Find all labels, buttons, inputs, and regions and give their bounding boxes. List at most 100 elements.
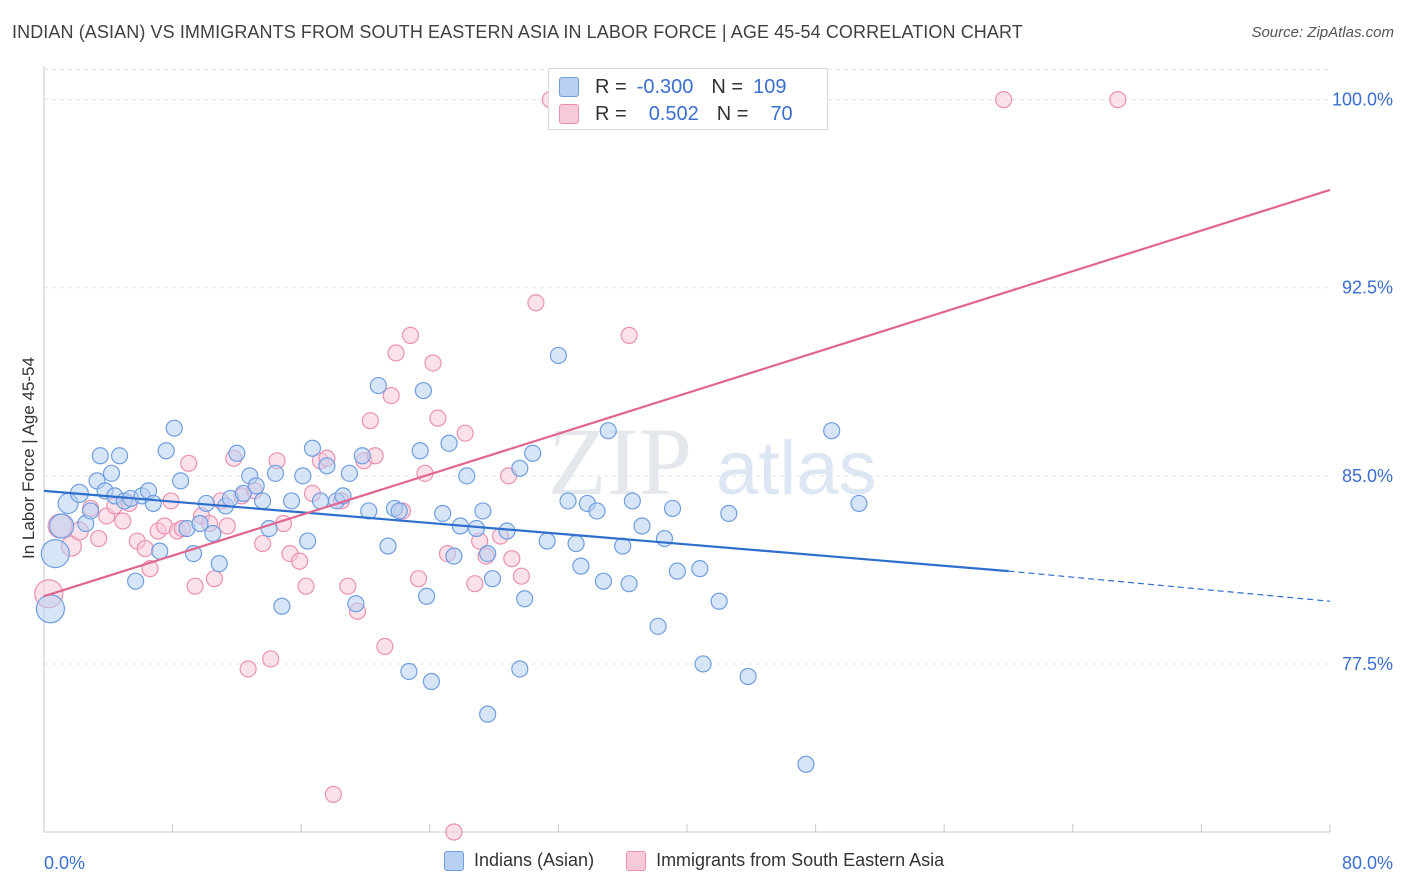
- immigrants-point: [90, 529, 108, 548]
- immigrants-point: [205, 570, 223, 588]
- indians-point: [82, 502, 100, 520]
- x-tick-label: 80.0%: [1342, 853, 1393, 873]
- indians-point: [347, 595, 365, 613]
- indians-point: [479, 705, 497, 723]
- indians-point: [49, 513, 75, 539]
- indians-point: [91, 447, 109, 465]
- source-label: Source: ZipAtlas.com: [1251, 24, 1394, 41]
- indians-point: [511, 660, 529, 678]
- immigrants-point: [995, 91, 1013, 109]
- immigrants-point: [180, 454, 198, 472]
- axes: [43, 66, 1331, 833]
- immigrants-point: [290, 552, 309, 570]
- indians-point: [411, 442, 429, 460]
- immigrants-point: [186, 577, 204, 595]
- indians-point: [254, 492, 272, 510]
- immigrants-point: [409, 570, 428, 588]
- indians-point: [165, 419, 183, 437]
- indians-point: [498, 522, 516, 540]
- indians-point: [467, 519, 486, 538]
- indians-point: [588, 502, 606, 520]
- indians-point: [303, 439, 322, 457]
- indians-point: [694, 655, 712, 673]
- legend-n-label: N =: [711, 75, 744, 98]
- immigrants-point: [1109, 91, 1127, 109]
- indians-point: [157, 442, 175, 460]
- indians-point: [210, 555, 228, 573]
- immigrants-point: [466, 575, 484, 593]
- legend-r-label: R =: [595, 75, 627, 98]
- indians-point: [191, 514, 209, 533]
- indians-point: [422, 672, 441, 691]
- indians-point: [663, 499, 682, 518]
- indians-point: [524, 444, 542, 462]
- indians-point: [633, 517, 651, 535]
- indians-point: [234, 484, 252, 503]
- gridlines: [44, 69, 1330, 665]
- immigrants-point: [297, 577, 315, 595]
- indians-point: [299, 532, 317, 550]
- indians-point: [620, 575, 638, 593]
- immigrants-point: [401, 326, 420, 344]
- indians-point: [479, 544, 497, 563]
- x-tick-label: 0.0%: [44, 853, 85, 873]
- indians-point: [390, 502, 408, 520]
- immigrants-point: [136, 539, 154, 558]
- indians-point: [127, 572, 145, 590]
- indians-point: [144, 494, 162, 513]
- y-tick-label: 85.0%: [1342, 466, 1393, 486]
- legend-swatch-blue: [559, 77, 579, 97]
- indians-point: [474, 502, 492, 520]
- indians-point: [599, 422, 617, 440]
- immigrants-trend-line: [43, 188, 1331, 598]
- indians-point: [720, 504, 738, 523]
- indians-point: [710, 592, 728, 610]
- immigrants-point: [429, 409, 447, 427]
- indians-point: [204, 524, 222, 543]
- indians-point: [445, 547, 463, 565]
- correlation-legend: R = -0.300 N = 109 R = 0.502 N = 70: [548, 68, 828, 130]
- indians-point: [797, 755, 815, 773]
- indians-point: [282, 492, 301, 510]
- indians-point: [414, 381, 432, 400]
- immigrants-point: [620, 326, 638, 344]
- immigrants-point: [527, 294, 545, 312]
- indians-point: [353, 447, 371, 465]
- legend-row-indians: R = -0.300 N = 109: [559, 74, 786, 100]
- indians-point: [273, 597, 291, 615]
- indians-point: [739, 667, 757, 686]
- indians-point: [623, 492, 641, 510]
- indians-point: [691, 560, 709, 578]
- immigrants-point: [324, 785, 342, 803]
- indians-point: [440, 434, 458, 452]
- indians-point: [538, 532, 556, 550]
- immigrants-point: [387, 344, 405, 362]
- watermark-atlas: atlas: [716, 426, 877, 511]
- immigrants-point: [254, 534, 272, 553]
- immigrants-point: [361, 412, 379, 430]
- immigrants-point: [424, 354, 442, 372]
- watermark: ZIP atlas: [548, 408, 877, 515]
- indians-point: [594, 572, 613, 590]
- legend-n-label: N =: [716, 102, 749, 125]
- tick-labels: 77.5% 85.0% 92.5% 100.0% 0.0% 80.0%: [44, 90, 1393, 873]
- indians-trend-line: [43, 489, 1009, 573]
- indians-point: [516, 590, 534, 608]
- legend-swatch-blue: [444, 850, 464, 871]
- legend-label-indians: Indians (Asian): [474, 850, 595, 870]
- y-tick-label: 92.5%: [1342, 278, 1393, 298]
- indians-point: [567, 534, 585, 553]
- legend-item-indians[interactable]: Indians (Asian): [444, 850, 594, 871]
- indians-point: [110, 447, 129, 465]
- indians-point: [369, 376, 387, 395]
- indians-point: [40, 538, 70, 569]
- indians-point: [655, 529, 674, 548]
- indians-point: [228, 444, 246, 462]
- immigrants-point: [114, 512, 132, 530]
- y-tick-label: 77.5%: [1342, 654, 1393, 674]
- legend-item-immigrants[interactable]: Immigrants from South Eastern Asia: [626, 850, 944, 871]
- immigrants-point: [262, 650, 280, 668]
- immigrants-point: [239, 660, 257, 678]
- indians-point: [434, 504, 452, 523]
